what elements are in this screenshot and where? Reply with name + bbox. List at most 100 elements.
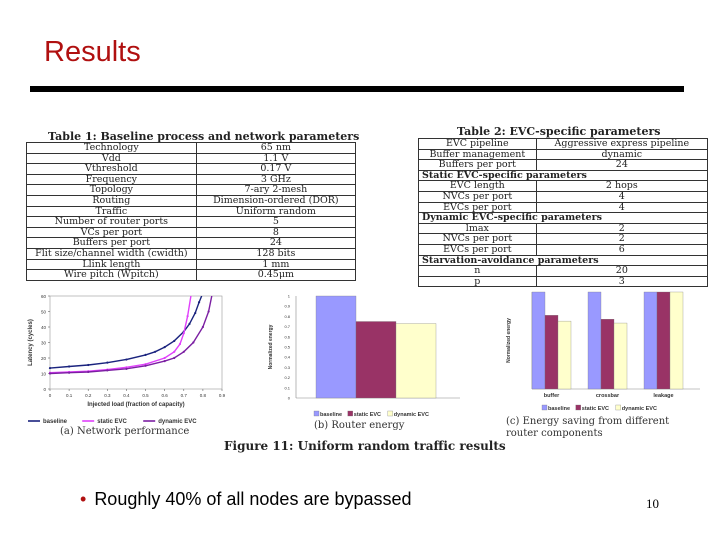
table1-value: 8 bbox=[195, 226, 357, 239]
data-point bbox=[48, 366, 52, 370]
y-tick-label: 50 bbox=[41, 310, 47, 315]
legend-swatch bbox=[347, 410, 353, 417]
table1-value: 1 mm bbox=[195, 258, 357, 271]
category-label: crossbar bbox=[596, 393, 620, 399]
table2-param: Buffers per port bbox=[418, 159, 537, 171]
series-line-baseline bbox=[50, 296, 203, 369]
y-tick-label: 0.6 bbox=[284, 334, 290, 339]
y-tick-label: 0.8 bbox=[284, 314, 290, 319]
table1-param: Traffic bbox=[26, 205, 197, 218]
legend-label: static EVC bbox=[354, 412, 381, 418]
table1-value: 0.17 V bbox=[195, 163, 357, 175]
table2-row: lmax 2 bbox=[418, 222, 709, 235]
table1-value: 3 GHz bbox=[195, 173, 357, 186]
y-tick-label: 40 bbox=[41, 325, 47, 330]
data-point bbox=[125, 358, 128, 361]
table1-row: Llink length 1 mm bbox=[26, 258, 357, 271]
data-point bbox=[182, 332, 185, 335]
component-bar bbox=[544, 315, 559, 390]
table2-param: EVCs per port bbox=[418, 243, 537, 256]
y-tick-label: 20 bbox=[41, 356, 47, 361]
table2-value: 2 bbox=[535, 222, 709, 235]
component-bar bbox=[656, 291, 671, 390]
table1-value: 24 bbox=[195, 237, 357, 249]
legend-swatch bbox=[387, 410, 393, 417]
figure-caption: Figure 11: Uniform random traffic result… bbox=[224, 439, 506, 453]
data-point bbox=[68, 371, 71, 374]
table1-row: Vthreshold 0.17 V bbox=[26, 163, 357, 175]
y-tick-label: 0.5 bbox=[284, 345, 290, 350]
y-tick-label: 10 bbox=[41, 372, 47, 377]
table2-value: Aggressive express pipeline bbox=[535, 138, 709, 150]
legend-label: dynamic EVC bbox=[394, 412, 429, 418]
table1-value: 1.1 V bbox=[195, 152, 357, 165]
table1-row: Technology 65 nm bbox=[26, 142, 357, 154]
table1-value: 65 nm bbox=[195, 142, 357, 154]
component-bar bbox=[587, 291, 602, 390]
data-point bbox=[68, 365, 71, 368]
x-tick-label: 0.8 bbox=[200, 393, 207, 398]
category-label: buffer bbox=[544, 393, 560, 399]
table2-param: NVCs per port bbox=[418, 233, 537, 245]
table1-param: Vdd bbox=[26, 152, 197, 165]
subcaption-c-line1: (c) Energy saving from different bbox=[506, 416, 670, 427]
table2-row: Buffer management dynamic bbox=[418, 148, 709, 161]
component-bar bbox=[643, 291, 658, 390]
table1-param: Flit size/channel width (cwidth) bbox=[26, 247, 197, 260]
data-point bbox=[186, 315, 189, 318]
table1-row: Wire pitch (Wpitch) 0.45μm bbox=[26, 269, 357, 281]
data-point bbox=[144, 364, 147, 367]
component-bar bbox=[557, 320, 572, 390]
table2-param: Buffer management bbox=[418, 148, 537, 161]
table1-row: Frequency 3 GHz bbox=[26, 173, 357, 186]
x-tick-label: 0.4 bbox=[123, 393, 130, 398]
component-bar bbox=[531, 291, 546, 390]
table2-value: 3 bbox=[535, 275, 709, 288]
table1-value: Dimension-ordered (DOR) bbox=[195, 194, 357, 207]
table2-value: 24 bbox=[535, 159, 709, 171]
data-point bbox=[163, 360, 166, 363]
legend-label: dynamic EVC bbox=[158, 419, 197, 425]
category-label: leakage bbox=[653, 393, 673, 399]
legend-label: baseline bbox=[43, 419, 68, 425]
data-point bbox=[106, 361, 109, 364]
x-tick-label: 0.5 bbox=[142, 393, 149, 398]
legend-label: static EVC bbox=[97, 419, 127, 425]
data-point bbox=[125, 367, 128, 370]
table2-param: EVC pipeline bbox=[418, 138, 537, 150]
series-line-static-evc bbox=[50, 296, 192, 374]
x-tick-label: 0 bbox=[49, 393, 52, 398]
bullet-marker: • bbox=[80, 489, 87, 509]
y-tick-label: 1 bbox=[288, 294, 291, 299]
table1-caption: Table 1: Baseline process and network pa… bbox=[48, 130, 360, 143]
table2-param: lmax bbox=[418, 222, 537, 235]
table2-section-label: Starvation-avoidance parameters bbox=[418, 254, 708, 267]
data-point bbox=[154, 350, 157, 353]
table2-section-row: Static EVC-specific parameters bbox=[418, 169, 708, 182]
table2-value: 2 bbox=[535, 233, 709, 245]
table2-section-row: Dynamic EVC-specific parameters bbox=[418, 212, 708, 224]
legend-swatch bbox=[313, 410, 320, 417]
data-point bbox=[173, 350, 176, 353]
table1-param: Number of router ports bbox=[26, 216, 197, 228]
table1-param: Buffers per port bbox=[26, 237, 197, 249]
data-point bbox=[48, 372, 52, 375]
legend-label: static EVC bbox=[582, 406, 609, 412]
table1-param: Frequency bbox=[26, 173, 197, 186]
table2-param: EVC length bbox=[418, 180, 537, 192]
table2-row: EVCs per port 4 bbox=[418, 201, 709, 214]
table2-value: 2 hops bbox=[535, 180, 709, 192]
legend-swatch bbox=[575, 404, 581, 411]
table1-row: Vdd 1.1 V bbox=[26, 152, 357, 165]
y-tick-label: 0.7 bbox=[284, 324, 290, 329]
table1-param: Routing bbox=[26, 194, 197, 207]
table1-param: Wire pitch (Wpitch) bbox=[26, 269, 197, 281]
subcaption-b: (b) Router energy bbox=[314, 420, 405, 431]
y-tick-label: 0.1 bbox=[284, 385, 290, 390]
component-bar bbox=[600, 319, 615, 390]
table1-row: VCs per port 8 bbox=[26, 226, 357, 239]
energy-bar-static-evc bbox=[355, 321, 397, 399]
y-tick-label: 0 bbox=[43, 387, 46, 392]
